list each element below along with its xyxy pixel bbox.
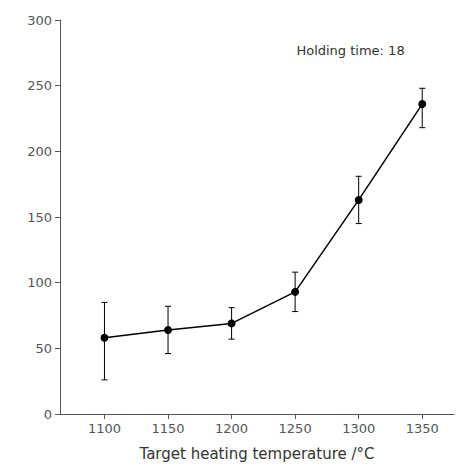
svg-text:1150: 1150: [151, 421, 184, 436]
svg-text:1200: 1200: [215, 421, 248, 436]
svg-text:Holding time: 18: Holding time: 18: [296, 43, 404, 58]
svg-text:1100: 1100: [88, 421, 121, 436]
svg-text:250: 250: [27, 78, 52, 93]
svg-text:Target heating temperature /°C: Target heating temperature /°C: [138, 445, 374, 463]
svg-text:300: 300: [27, 13, 52, 28]
svg-text:100: 100: [27, 275, 52, 290]
svg-text:1350: 1350: [406, 421, 439, 436]
svg-text:1250: 1250: [279, 421, 312, 436]
svg-text:0: 0: [44, 407, 52, 422]
svg-text:200: 200: [27, 144, 52, 159]
svg-text:50: 50: [35, 341, 52, 356]
svg-text:1300: 1300: [342, 421, 375, 436]
svg-text:150: 150: [27, 210, 52, 225]
